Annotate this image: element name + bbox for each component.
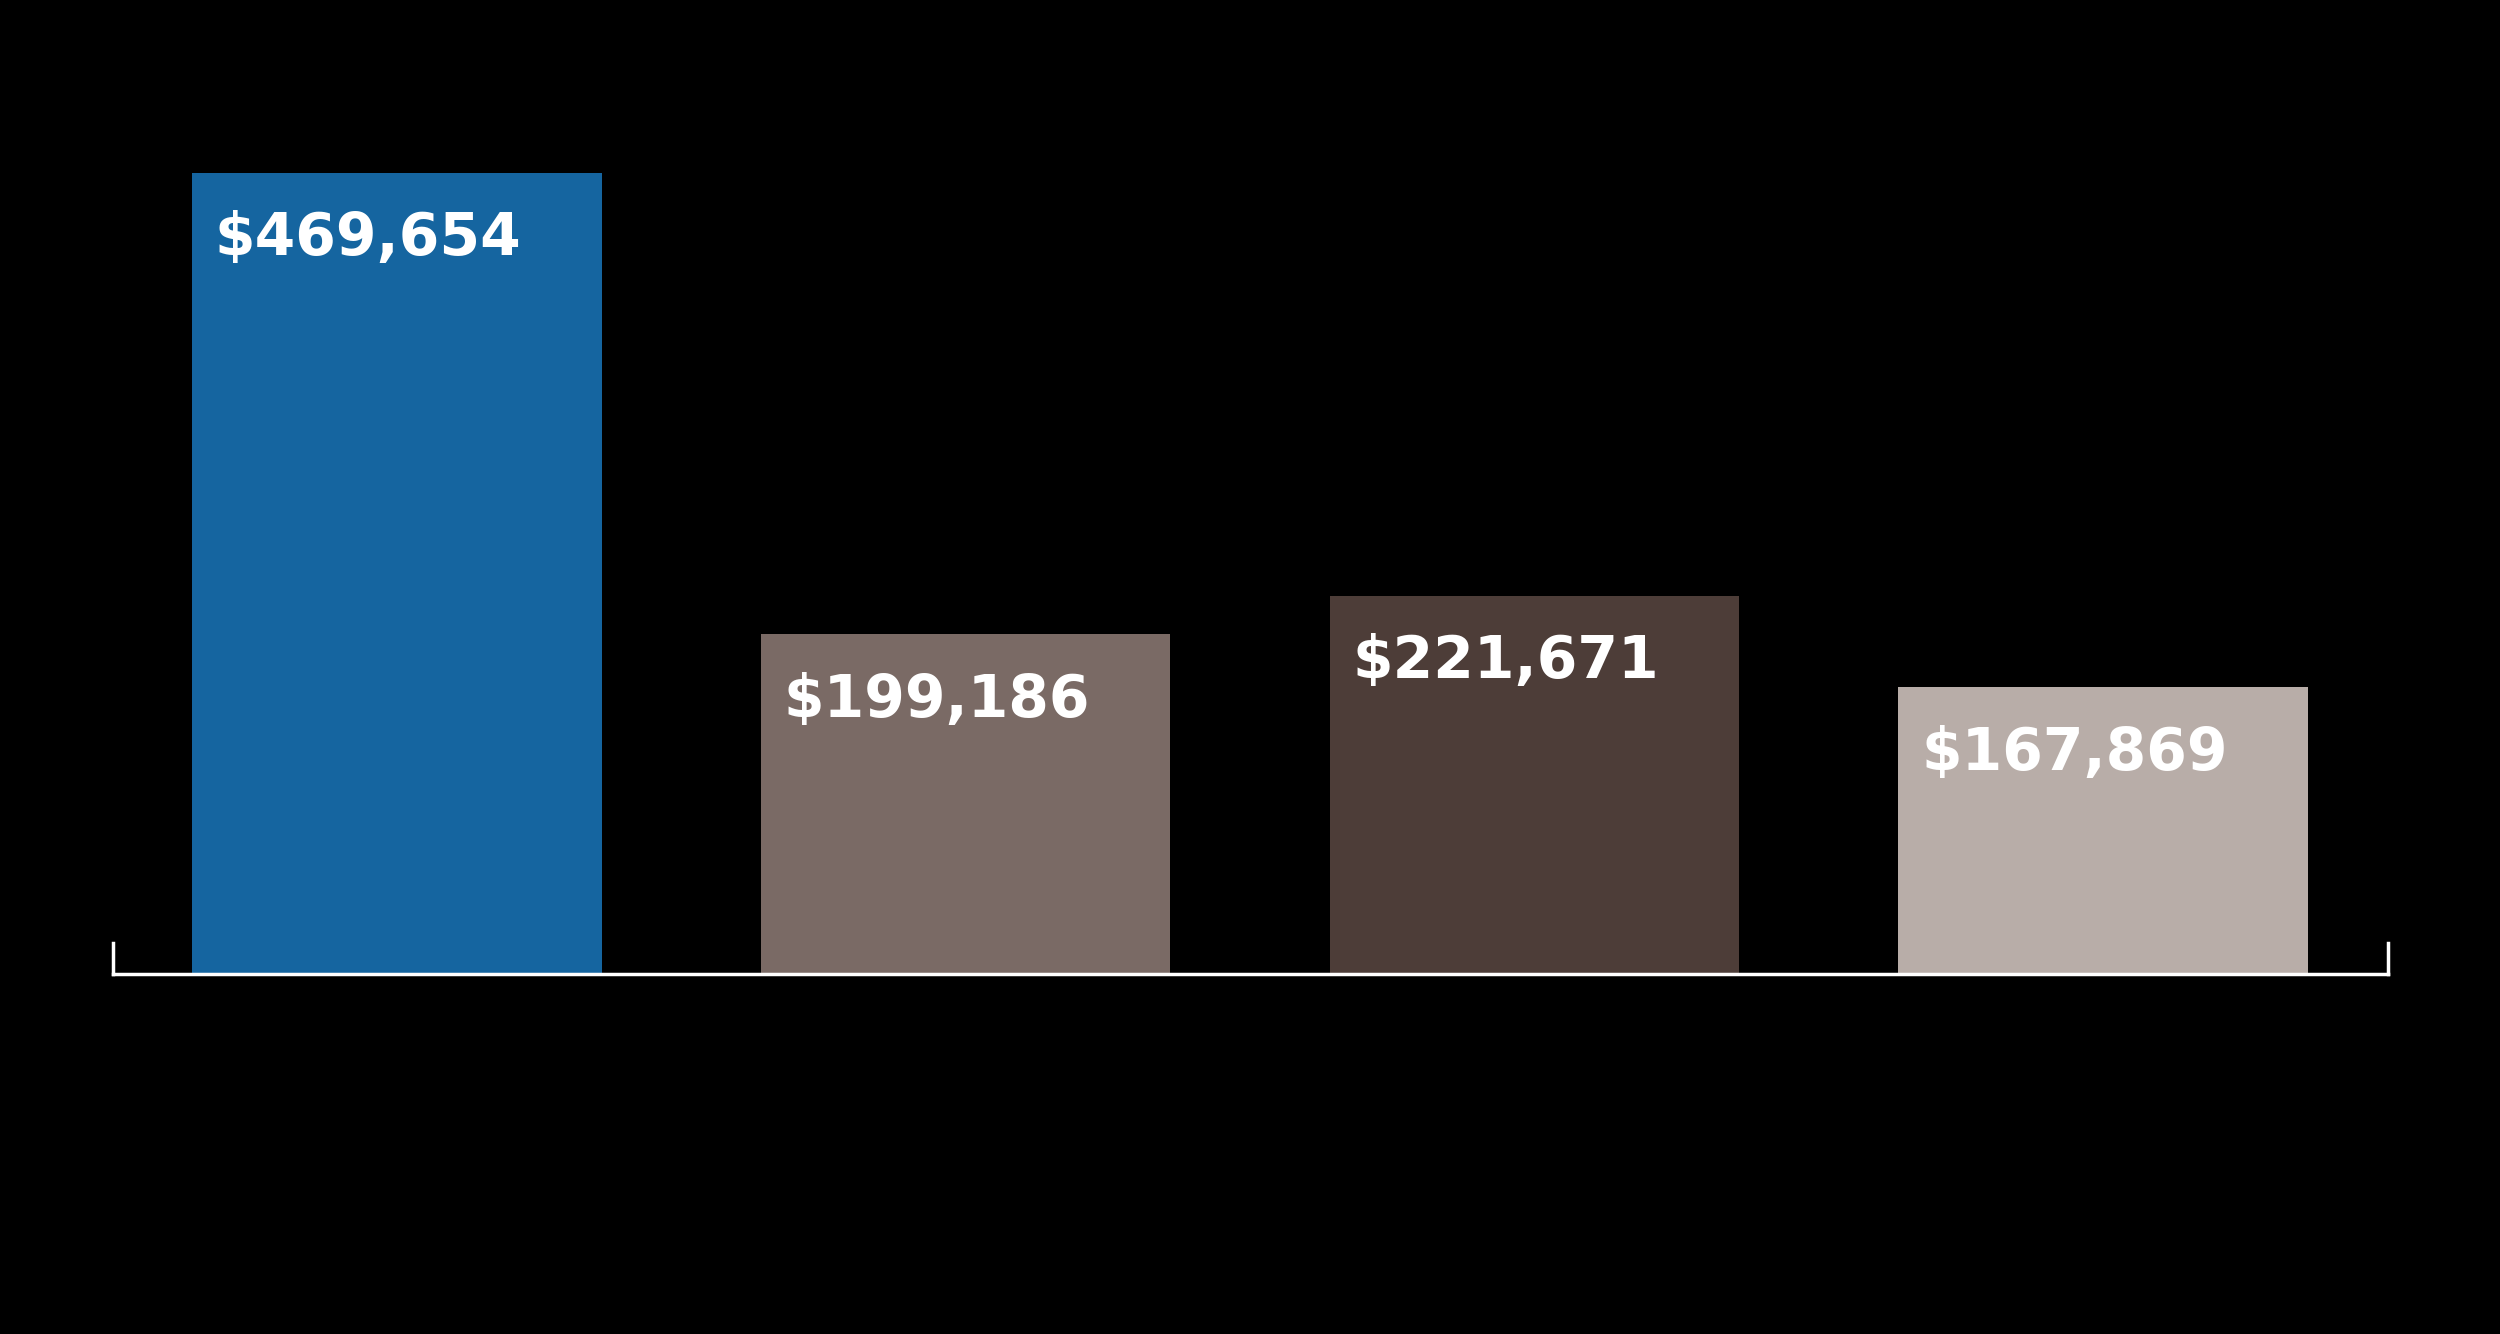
Text: $199,186: $199,186 [782,671,1090,728]
Bar [1898,687,2308,974]
Text: $469,654: $469,654 [215,211,522,267]
Bar [1330,596,1740,974]
Text: $221,671: $221,671 [1352,634,1660,690]
Bar [760,634,1170,974]
Text: $167,869: $167,869 [1920,724,2228,782]
Bar [192,172,602,974]
